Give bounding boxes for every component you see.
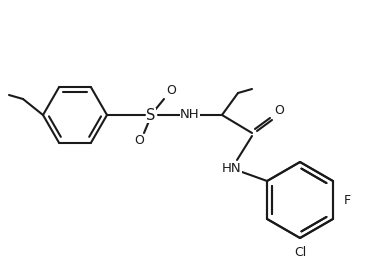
Text: Cl: Cl <box>294 246 306 258</box>
Text: NH: NH <box>180 109 200 122</box>
Text: O: O <box>166 85 176 97</box>
Text: O: O <box>134 134 144 147</box>
Text: F: F <box>343 193 351 206</box>
Text: S: S <box>146 107 156 122</box>
Text: O: O <box>274 104 284 118</box>
Text: HN: HN <box>222 162 242 175</box>
